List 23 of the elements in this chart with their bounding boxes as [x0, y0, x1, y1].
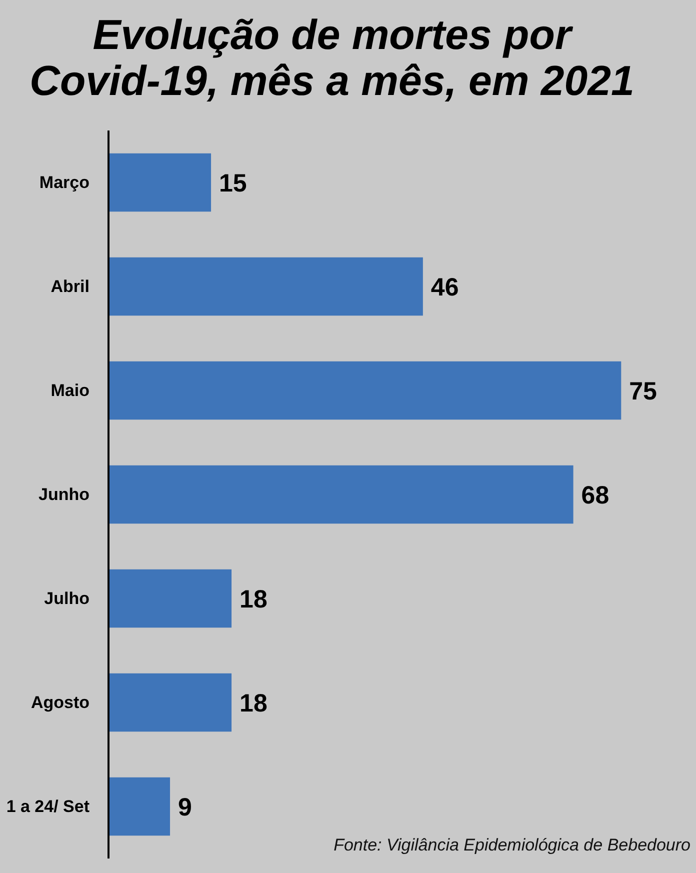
data-label: 68 [581, 482, 610, 510]
bar [108, 673, 232, 732]
y-tick-label: Junho [38, 485, 90, 504]
bar [108, 361, 622, 420]
data-label: 46 [430, 274, 459, 302]
y-tick-label: Maio [50, 381, 90, 400]
chart-title: Evolução de mortes por Covid-19, mês a mês, em 2021 [0, 0, 696, 130]
bar [108, 777, 170, 836]
annotation: Fonte: Vigilância Epidemiológica de Bebedouro [334, 836, 691, 854]
data-label: 75 [629, 378, 658, 406]
y-tick-label: Abril [50, 277, 90, 296]
data-label: 9 [178, 794, 192, 822]
bar [108, 153, 212, 212]
y-tick-label: 1 a 24/ Set [6, 797, 90, 816]
data-label: 18 [240, 690, 268, 718]
y-tick-label: Julho [44, 589, 90, 608]
y-tick-label: Agosto [30, 693, 90, 712]
bar [108, 465, 574, 524]
data-label: 18 [240, 586, 268, 614]
bar [108, 257, 423, 316]
data-label: 15 [219, 170, 247, 198]
y-tick-label: Março [39, 173, 90, 192]
bar [108, 569, 232, 628]
